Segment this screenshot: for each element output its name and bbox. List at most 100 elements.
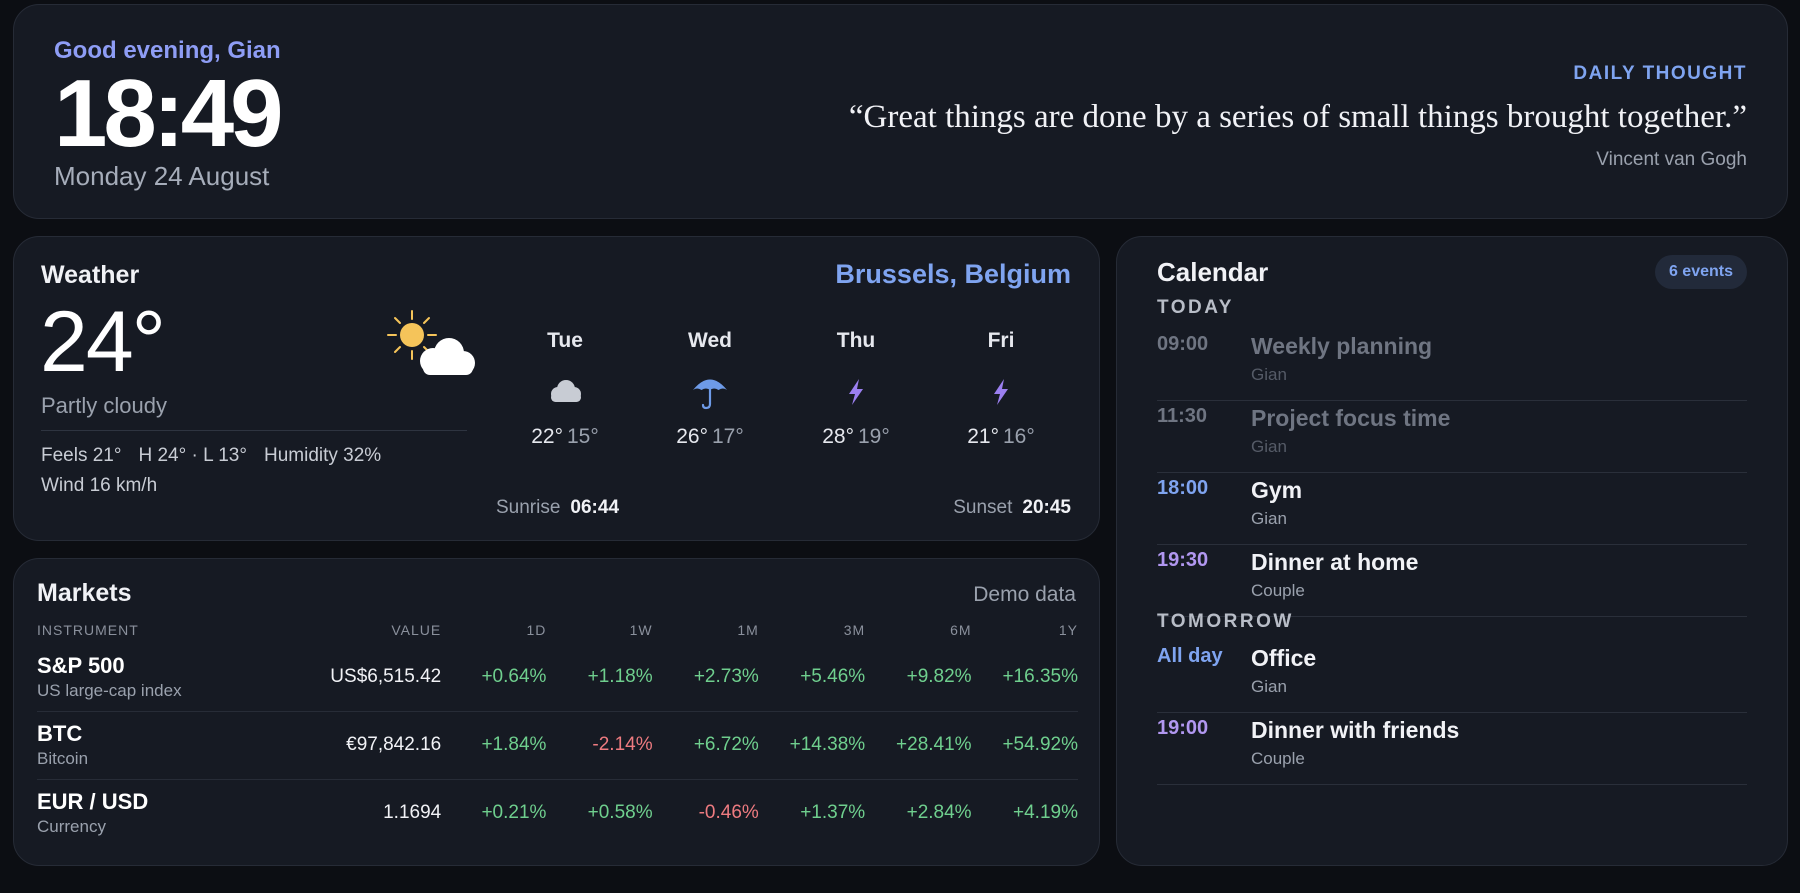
change-cell: +6.72% [652, 711, 759, 780]
change-cell: +16.35% [971, 643, 1078, 712]
sunrise: Sunrise 06:44 [496, 497, 619, 519]
forecast-day-tue: Tue 22° 15° [505, 329, 625, 449]
instrument-cell: BTC Bitcoin [37, 711, 275, 780]
change-cell: +14.38% [758, 711, 866, 780]
change-cell: +1.37% [800, 802, 866, 824]
change-cell: +0.58% [587, 802, 653, 824]
calendar-event[interactable]: 11:30 Project focus time Gian [1157, 401, 1747, 473]
change-cell: +54.92% [971, 711, 1078, 780]
column-header: INSTRUMENT [37, 622, 139, 638]
change-cell: +28.41% [865, 711, 972, 780]
demo-data-label: Demo data [973, 583, 1076, 606]
column-header: 1Y [1058, 622, 1078, 638]
weather-location[interactable]: Brussels, Belgium [835, 259, 1071, 289]
event-attendee: Couple [1251, 749, 1305, 768]
forecast-high: 21° [967, 425, 999, 448]
daily-thought-label: DAILY THOUGHT [1573, 63, 1747, 84]
column-header: 6M [950, 622, 972, 638]
change-cell: -0.46% [698, 802, 759, 824]
event-attendee: Gian [1251, 509, 1287, 528]
instrument-value: 1.1694 [383, 802, 442, 824]
table-row[interactable]: BTC Bitcoin €97,842.16 +1.84% -2.14% +6.72% +1… [37, 711, 1078, 780]
event-title: Weekly planning [1251, 333, 1433, 359]
event-time: 09:00 [1157, 333, 1209, 355]
table-header-row: INSTRUMENT VALUE 1D 1W 1M 3M 6M 1Y [37, 617, 1078, 643]
event-attendee: Couple [1251, 581, 1305, 600]
instrument-description: US large-cap index [37, 680, 182, 700]
event-title: Dinner at home [1251, 549, 1419, 575]
event-time: 19:00 [1157, 717, 1209, 739]
instrument-value: US$6,515.42 [274, 643, 442, 712]
instrument-cell: EUR / USD Currency [37, 779, 274, 847]
weather-divider [41, 430, 467, 431]
instrument-name: BTC [37, 721, 83, 746]
calendar-event[interactable]: 19:30 Dinner at home Couple [1157, 545, 1747, 617]
lightning-icon [941, 359, 1061, 425]
partly-cloudy-icon [371, 303, 481, 393]
column-header: VALUE [391, 622, 442, 638]
change-cell: -2.14% [546, 711, 653, 780]
date-label: Monday 24 August [54, 161, 270, 191]
change-cell: +2.73% [652, 643, 759, 712]
markets-title: Markets [37, 579, 132, 607]
calendar-event[interactable]: 09:00 Weekly planning Gian [1157, 329, 1747, 401]
forecast-day-label: Wed [688, 329, 732, 352]
header-card: Good evening, Gian 18:49 Monday 24 Augus… [13, 4, 1788, 219]
event-time: 11:30 [1157, 405, 1208, 427]
instrument-value: €97,842.16 [274, 711, 442, 780]
section-tomorrow: TOMORROW [1157, 611, 1294, 632]
change-cell: +2.84% [906, 802, 972, 824]
section-today: TODAY [1157, 297, 1234, 318]
change-cell: +0.21% [481, 802, 547, 824]
forecast-low: 16° [1003, 425, 1035, 448]
clock: 18:49 [54, 60, 284, 167]
forecast-day-thu: Thu 28° 19° [796, 329, 916, 449]
column-header: 1D [526, 622, 547, 638]
change-cell: +4.19% [1013, 802, 1078, 824]
event-title: Dinner with friends [1251, 717, 1460, 743]
forecast-high: 26° [676, 425, 708, 448]
table-row[interactable]: EUR / USD Currency 1.1694 +0.21% +0.58% -0.46… [37, 779, 1078, 847]
instrument-description: Bitcoin [37, 749, 89, 768]
current-condition: Partly cloudy [41, 393, 167, 418]
event-count-badge: 6 events [1654, 255, 1747, 289]
umbrella-icon [650, 359, 770, 425]
sunrise-label: Sunrise [496, 497, 561, 518]
high-low: H 24° · L 13° [138, 445, 247, 466]
column-header: 1W [629, 622, 653, 638]
instrument-name: S&P 500 [37, 652, 125, 678]
instrument-cell: S&P 500 US large-cap index [37, 643, 275, 712]
event-title: Gym [1251, 477, 1303, 503]
sunrise-time: 06:44 [570, 497, 620, 518]
event-time: All day [1157, 645, 1223, 667]
forecast-high: 22° [531, 425, 563, 448]
forecast-day-label: Tue [547, 329, 583, 352]
event-time: 18:00 [1157, 477, 1209, 499]
instrument-description: Currency [37, 817, 106, 837]
markets-card: Markets Demo data INSTRUMENT VALUE 1D 1W… [13, 558, 1100, 866]
forecast-low: 15° [567, 425, 599, 448]
event-title: Project focus time [1251, 405, 1451, 431]
weather-title: Weather [41, 261, 140, 289]
change-cell: +5.46% [758, 643, 866, 712]
event-attendee: Gian [1251, 677, 1287, 696]
change-cell: +1.84% [441, 711, 547, 780]
daily-thought-author: Vincent van Gogh [1596, 149, 1747, 170]
forecast-day-label: Fri [987, 329, 1015, 352]
change-cell: +1.18% [546, 643, 653, 712]
sunset-time: 20:45 [1022, 497, 1071, 518]
wind: Wind 16 km/h [41, 475, 158, 496]
calendar-event[interactable]: 19:00 Dinner with friends Couple [1157, 713, 1747, 785]
calendar-event[interactable]: All day Office Gian [1157, 641, 1747, 713]
forecast-low: 19° [858, 425, 890, 448]
calendar-title: Calendar [1157, 257, 1269, 287]
feels-like: Feels 21° [41, 445, 122, 466]
daily-thought-quote: “Great things are done by a series of sm… [848, 99, 1747, 135]
forecast-low: 17° [712, 425, 744, 448]
forecast-day-label: Thu [836, 329, 876, 352]
forecast-high: 28° [822, 425, 854, 448]
cloud-icon [505, 359, 625, 425]
calendar-event[interactable]: 18:00 Gym Gian [1157, 473, 1747, 545]
weather-details: Feels 21° H 24° · L 13° Humidity 32% Wind … [41, 441, 481, 501]
table-row[interactable]: S&P 500 US large-cap index US$6,515.42 +0.6… [37, 643, 1078, 712]
